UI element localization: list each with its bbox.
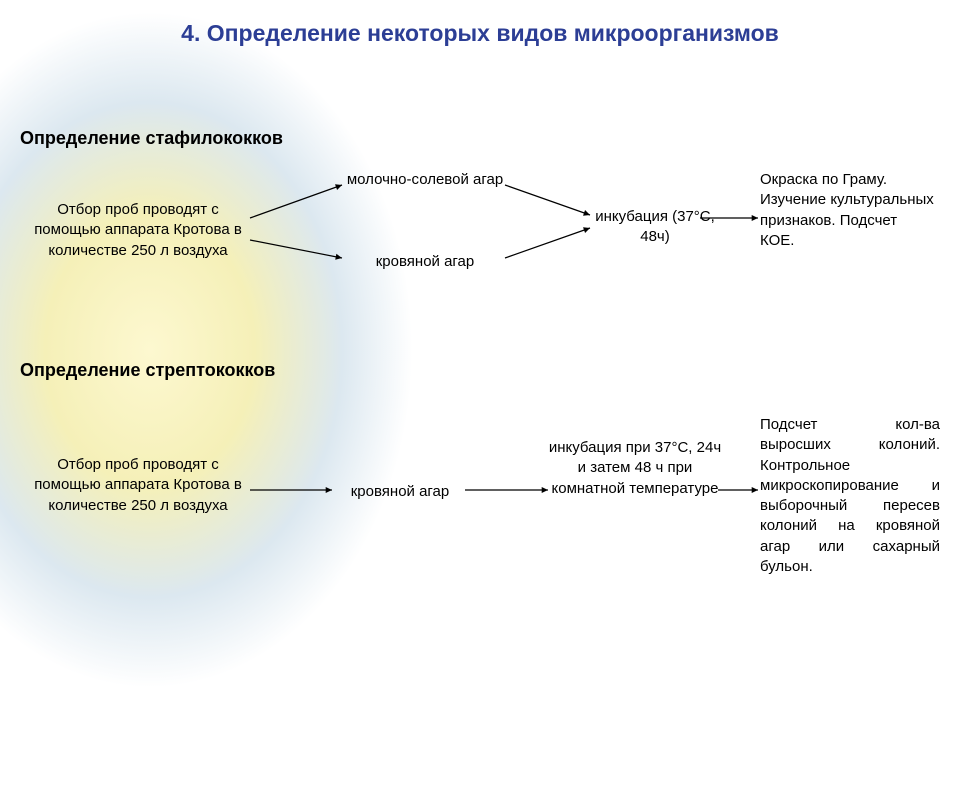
s2-agar: кровяной агар	[330, 482, 470, 502]
s2-result: Подсчет кол-ва выросших колоний. Контрол…	[760, 415, 940, 577]
page-title: 4. Определение некоторых видов микроорга…	[0, 0, 960, 47]
s1-incub: инкубация (37°С, 48ч)	[590, 207, 720, 248]
section1-heading: Определение стафилококков	[20, 128, 283, 149]
s2-incub: инкубация при 37°С, 24ч и затем 48 ч при…	[545, 438, 725, 499]
section2-heading: Определение стрептококков	[20, 360, 275, 381]
s1-agar1: молочно-солевой агар	[340, 170, 510, 190]
s2-sample: Отбор проб проводят с помощью аппарата К…	[28, 455, 248, 516]
s1-sample: Отбор проб проводят с помощью аппарата К…	[28, 200, 248, 261]
s1-agar2: кровяной агар	[340, 252, 510, 272]
s1-result: Окраска по Граму. Изучение культуральных…	[760, 170, 935, 251]
